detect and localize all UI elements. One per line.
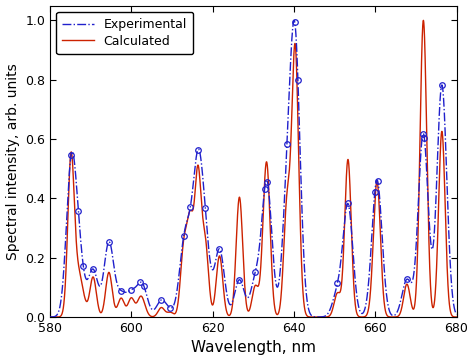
Line: Calculated: Calculated bbox=[50, 20, 456, 317]
Calculated bbox=[382, 300, 387, 305]
Calculated bbox=[202, 233, 208, 238]
Experimental bbox=[202, 206, 208, 210]
Line: Experimental: Experimental bbox=[50, 20, 456, 317]
Experimental bbox=[291, 18, 297, 22]
Experimental bbox=[382, 268, 387, 272]
Experimental bbox=[311, 315, 317, 319]
Y-axis label: Spectral intensity, arb. units: Spectral intensity, arb. units bbox=[6, 63, 19, 260]
Experimental bbox=[121, 290, 127, 294]
Experimental bbox=[47, 315, 53, 319]
Calculated bbox=[420, 18, 426, 22]
Calculated bbox=[454, 315, 459, 319]
Experimental bbox=[291, 19, 297, 23]
Calculated bbox=[291, 54, 297, 58]
Calculated bbox=[350, 274, 356, 278]
Experimental bbox=[351, 255, 356, 259]
Calculated bbox=[47, 315, 53, 319]
Calculated bbox=[121, 300, 127, 305]
Legend: Experimental, Calculated: Experimental, Calculated bbox=[56, 12, 193, 54]
X-axis label: Wavelength, nm: Wavelength, nm bbox=[191, 340, 316, 356]
Calculated bbox=[311, 315, 317, 319]
Experimental bbox=[454, 312, 459, 317]
